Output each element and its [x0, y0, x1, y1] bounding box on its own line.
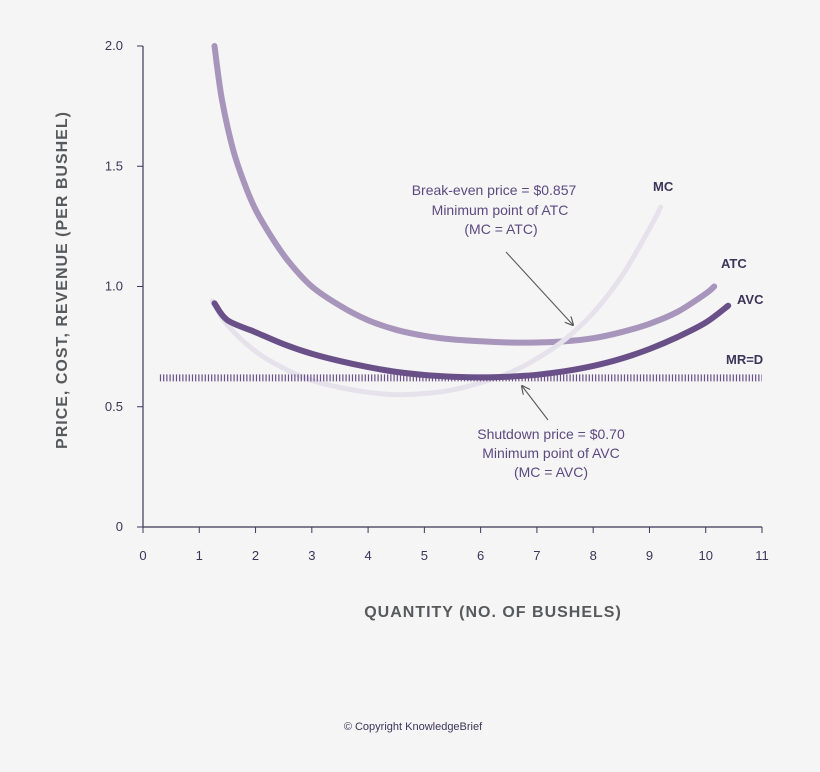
- series-label-mrd: MR=D: [726, 352, 763, 367]
- break-even-arrow: [505, 251, 573, 325]
- x-tick-label: 9: [646, 548, 653, 563]
- break-even-line-2: Minimum point of ATC: [432, 202, 569, 218]
- x-tick-label: 5: [421, 548, 428, 563]
- break-even-annotation: Break-even price = $0.857 Minimum point …: [412, 182, 577, 325]
- series-label-avc: AVC: [737, 292, 764, 307]
- x-tick-label: 8: [590, 548, 597, 563]
- x-tick-label: 1: [196, 548, 203, 563]
- break-even-line-3: (MC = ATC): [464, 221, 537, 237]
- series-label-atc: ATC: [721, 256, 747, 271]
- copyright-text: © Copyright KnowledgeBrief: [344, 721, 483, 733]
- y-tick-label: 2.0: [105, 38, 123, 53]
- y-tick-label: 0.5: [105, 399, 123, 414]
- x-tick-label: 0: [139, 548, 146, 563]
- y-tick-label: 0: [116, 519, 123, 534]
- x-tick-label: 6: [477, 548, 484, 563]
- series-line-avc: [211, 300, 732, 381]
- x-tick-label: 3: [308, 548, 315, 563]
- x-tick-label: 2: [252, 548, 259, 563]
- series-label-mc: MC: [653, 179, 674, 194]
- y-axis-ticks: 0 0.5 1.0 1.5 2.0: [105, 38, 143, 534]
- x-axis-title: QUANTITY (NO. OF BUSHELS): [364, 604, 622, 621]
- x-tick-label: 7: [533, 548, 540, 563]
- x-tick-label: 10: [698, 548, 712, 563]
- x-axis-ticks: 0 1 2 3 4 5 6 7 8 9 10 11: [139, 527, 769, 563]
- series-line-atc: [211, 43, 718, 346]
- shutdown-line-3: (MC = AVC): [514, 464, 588, 480]
- y-axis-title: PRICE, COST, REVENUE (PER BUSHEL): [54, 111, 71, 449]
- series-layer: [159, 43, 762, 398]
- shutdown-line-1: Shutdown price = $0.70: [477, 426, 625, 442]
- shutdown-annotation: Shutdown price = $0.70 Minimum point of …: [477, 386, 625, 480]
- series-line-mc: [209, 204, 664, 398]
- break-even-line-1: Break-even price = $0.857: [412, 182, 577, 198]
- y-tick-label: 1.5: [105, 158, 123, 173]
- x-tick-label: 4: [364, 548, 371, 563]
- shutdown-line-2: Minimum point of AVC: [482, 445, 619, 461]
- y-tick-label: 1.0: [105, 279, 123, 294]
- x-tick-label: 11: [755, 548, 769, 563]
- shutdown-arrow: [522, 386, 549, 421]
